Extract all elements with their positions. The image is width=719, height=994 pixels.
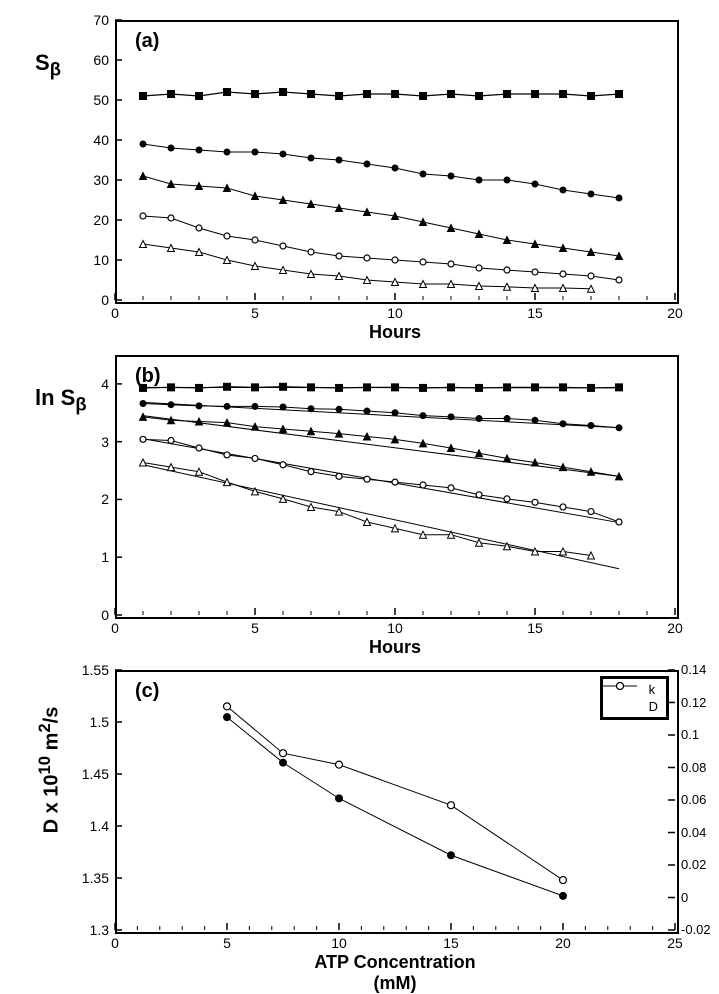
ytick-right-label: 0 — [681, 890, 688, 905]
ytick-right-label: 0.1 — [681, 727, 699, 742]
ytick-label: 2 — [101, 491, 109, 507]
ytick-label: 20 — [93, 212, 109, 228]
ytick-label: 60 — [93, 52, 109, 68]
ytick-label: 50 — [93, 92, 109, 108]
xtick-label: 20 — [553, 935, 573, 951]
ytick-right-label: -0.02 — [681, 922, 711, 937]
ytick-label: 10 — [93, 252, 109, 268]
legend-label: D — [649, 699, 658, 714]
xtick-label: 10 — [385, 305, 405, 321]
panel-c-svg — [107, 662, 683, 938]
ytick-label: 30 — [93, 172, 109, 188]
ytick-label: 1.35 — [82, 870, 109, 886]
ytick-label: 1.5 — [90, 714, 109, 730]
figure: 05101520010203040506070HoursSβ(a)0510152… — [0, 0, 719, 970]
legend: kD — [600, 676, 669, 720]
x-axis-label: Hours — [295, 637, 495, 658]
legend-label: k — [649, 682, 656, 697]
ytick-label: 0 — [101, 607, 109, 623]
xtick-label: 15 — [525, 305, 545, 321]
ytick-label: 1.4 — [90, 818, 109, 834]
ytick-label: 1.3 — [90, 922, 109, 938]
y-axis-label: ln Sβ — [35, 385, 87, 415]
xtick-label: 5 — [245, 305, 265, 321]
xtick-label: 10 — [385, 620, 405, 636]
ytick-label: 1.55 — [82, 662, 109, 678]
panel-label-c: (c) — [135, 680, 159, 703]
y-axis-label: Sβ — [35, 50, 61, 80]
ytick-label: 4 — [101, 376, 109, 392]
ytick-right-label: 0.06 — [681, 792, 706, 807]
xtick-label: 5 — [217, 935, 237, 951]
panel-label-b: (b) — [135, 365, 161, 388]
ytick-right-label: 0.14 — [681, 662, 706, 677]
ytick-right-label: 0.12 — [681, 695, 706, 710]
x-axis-label: ATP Concentration (mM) — [295, 952, 495, 994]
xtick-label: 5 — [245, 620, 265, 636]
ytick-right-label: 0.08 — [681, 760, 706, 775]
xtick-label: 25 — [665, 935, 685, 951]
xtick-label: 10 — [329, 935, 349, 951]
ytick-label: 1.45 — [82, 766, 109, 782]
legend-entry: D — [607, 698, 662, 715]
panel-b-svg — [107, 347, 683, 623]
panel-label-a: (a) — [135, 30, 159, 53]
ytick-label: 70 — [93, 12, 109, 28]
xtick-label: 20 — [665, 620, 685, 636]
ytick-label: 40 — [93, 132, 109, 148]
y-axis-label: D x 1010 m2/s — [35, 670, 64, 870]
x-axis-label: Hours — [295, 322, 495, 343]
ytick-label: 3 — [101, 434, 109, 450]
ytick-label: 1 — [101, 549, 109, 565]
xtick-label: 15 — [441, 935, 461, 951]
xtick-label: 20 — [665, 305, 685, 321]
xtick-label: 15 — [525, 620, 545, 636]
panel-a-svg — [107, 12, 683, 308]
ytick-label: 0 — [101, 292, 109, 308]
ytick-right-label: 0.04 — [681, 825, 706, 840]
ytick-right-label: 0.02 — [681, 857, 706, 872]
